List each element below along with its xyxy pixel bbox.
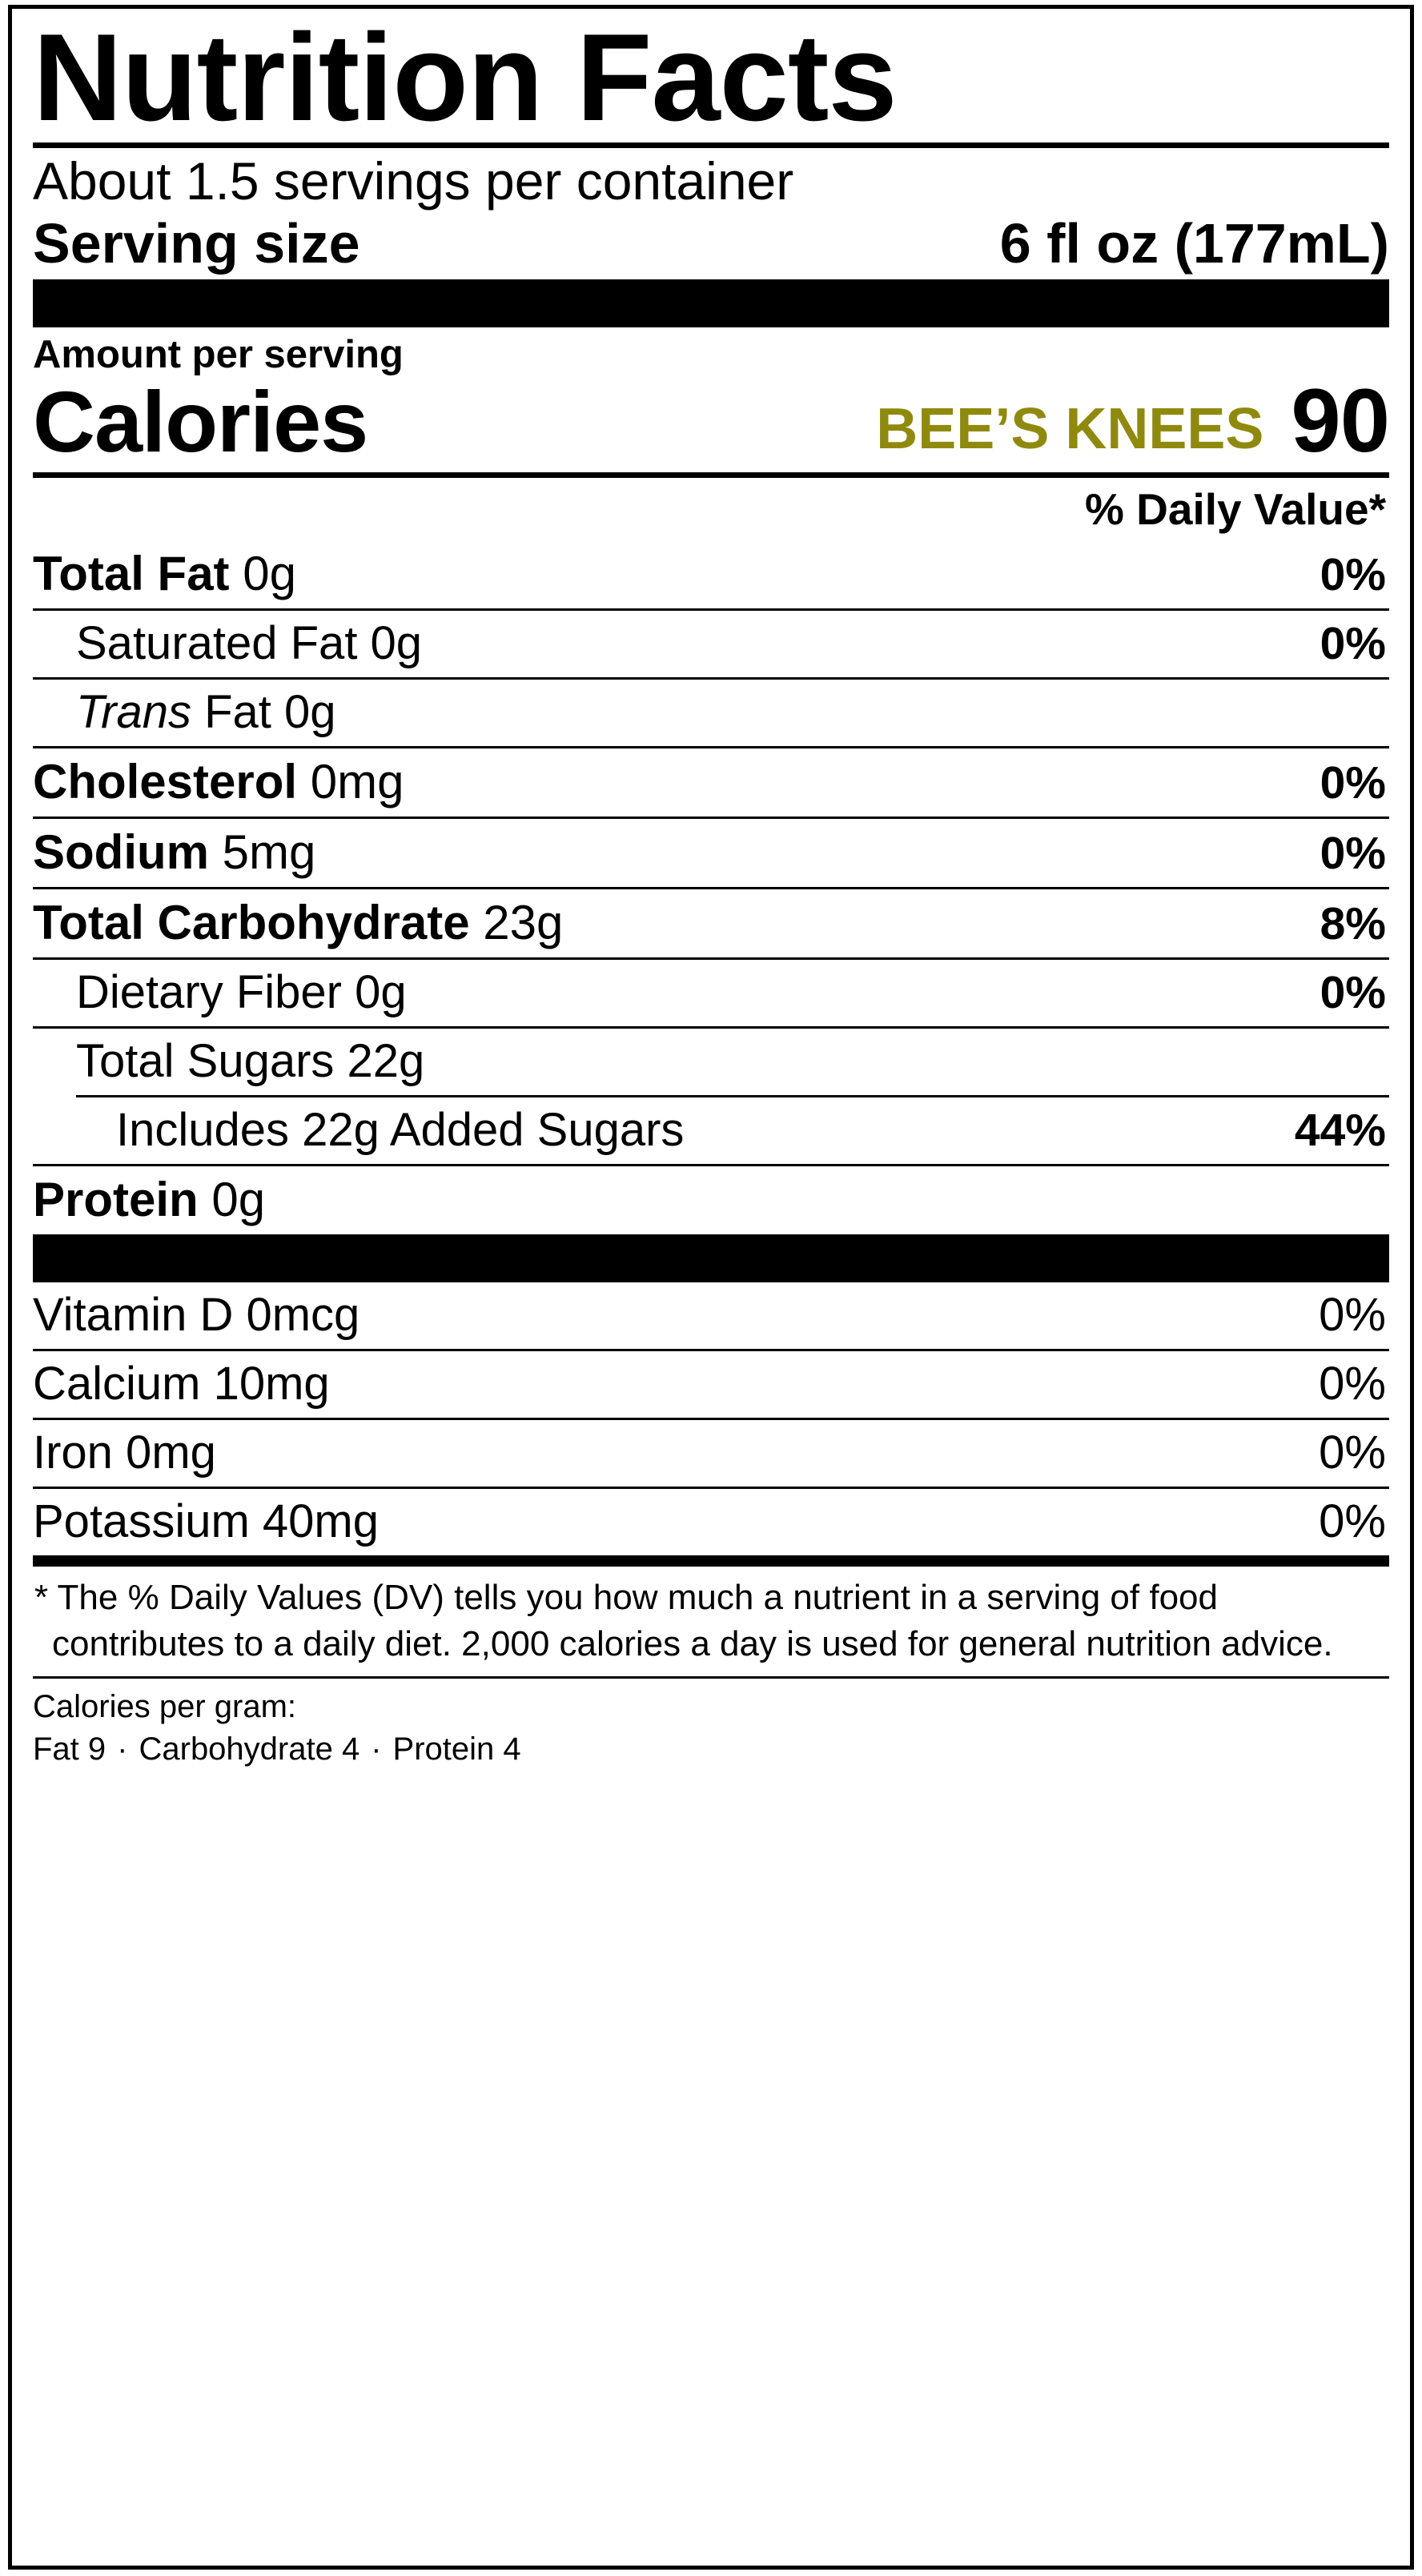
nutrient-row: Dietary Fiber 0g 0% [33,960,1389,1026]
nutrient-name: Trans Fat 0g [76,686,336,739]
vitamin-name: Calcium 10mg [33,1358,330,1410]
divider-row [33,1418,1389,1421]
vitamin-daily-value: 0% [1319,1358,1386,1410]
divider-thick-above-footnote [33,1555,1389,1567]
calories-per-gram-item: Fat 9 [33,1731,106,1767]
nutrient-name: Cholesterol 0mg [33,755,404,809]
nutrient-row: Protein 0g [33,1166,1389,1234]
vitamin-daily-value: 0% [1319,1289,1386,1342]
nutrient-row: Trans Fat 0g [33,680,1389,746]
divider-thick-above-vitamins [33,1234,1389,1283]
divider-row [33,1487,1389,1490]
calories-per-gram-items: Fat 9 · Carbohydrate 4 · Protein 4 [33,1728,1389,1771]
nutrient-row: Total Sugars 22g [33,1029,1389,1095]
serving-size-value: 6 fl oz (177mL) [999,212,1389,275]
brand-name: BEE’S KNEES [876,396,1264,461]
divider-row [33,1026,1389,1029]
servings-per-container: About 1.5 servings per container [33,150,794,211]
daily-value-header: % Daily Value* [1084,484,1386,534]
divider-row [33,887,1389,890]
vitamin-row: Calcium 10mg 0% [33,1351,1389,1418]
page-title: Nutrition Facts [33,8,898,146]
nutrient-list: Total Fat 0g 0% Saturated Fat 0g 0% Trans Fa… [33,540,1389,1234]
calories-per-gram-block: Calories per gram: Fat 9 · Carbohydrate 4 ·… [33,1679,1389,1780]
vitamin-list: Vitamin D 0mcg 0% Calcium 10mg 0% Iron 0mg 0%… [33,1282,1389,1555]
nutrient-name: Protein 0g [33,1173,266,1227]
nutrient-daily-value: 0% [1320,549,1386,601]
amount-per-serving-label: Amount per serving [33,333,404,377]
nutrient-row: Saturated Fat 0g 0% [33,611,1389,677]
calories-row: Calories BEE’S KNEES 90 [33,370,1390,472]
nutrient-daily-value: 0% [1320,618,1386,670]
divider-row [33,957,1389,961]
divider-indented-wrap [33,1095,1389,1098]
nutrient-row: Total Fat 0g 0% [33,540,1389,608]
calories-label: Calories [33,372,368,470]
vitamin-row: Iron 0mg 0% [33,1420,1389,1487]
vitamin-name: Iron 0mg [33,1426,216,1479]
nutrient-name: Total Fat 0g [33,547,296,601]
divider-row [76,1095,1389,1098]
nutrient-name: Total Sugars 22g [76,1035,425,1088]
divider-row [33,746,1389,749]
calories-per-gram-item: Protein 4 [392,1731,521,1767]
daily-value-footnote: * The % Daily Values (DV) tells you how … [34,1578,1333,1663]
nutrient-row: Cholesterol 0mg 0% [33,748,1389,817]
nutrient-name: Dietary Fiber 0g [76,966,407,1019]
vitamin-name: Vitamin D 0mcg [33,1289,360,1342]
calories-per-gram-title: Calories per gram: [33,1688,297,1724]
calories-per-gram-separator: · [371,1731,382,1767]
nutrient-name: Total Carbohydrate 23g [33,896,564,950]
divider-above-calories-per-gram [33,1675,1389,1679]
calories-per-gram-separator: · [117,1731,128,1767]
nutrient-row: Includes 22g Added Sugars 44% [33,1097,1389,1164]
nutrient-name: Includes 22g Added Sugars [116,1104,685,1157]
nutrient-daily-value: 0% [1320,967,1386,1019]
nutrient-name: Saturated Fat 0g [76,617,423,670]
nutrient-daily-value: 0% [1320,828,1386,880]
nutrition-facts-label: Nutrition Facts About 1.5 servings per c… [8,5,1414,2570]
divider-thick-above-calories [33,279,1389,328]
serving-size-row: Serving size 6 fl oz (177mL) [33,211,1389,279]
vitamin-daily-value: 0% [1319,1426,1386,1479]
divider-row [33,1349,1389,1352]
divider-under-calories [33,471,1389,478]
nutrient-daily-value: 8% [1320,898,1386,950]
nutrient-row: Sodium 5mg 0% [33,819,1389,887]
divider-row [33,817,1389,820]
nutrient-daily-value: 44% [1294,1105,1386,1157]
nutrient-daily-value: 0% [1320,757,1386,809]
vitamin-name: Potassium 40mg [33,1495,379,1548]
divider-row [33,608,1389,612]
divider-row [33,677,1389,680]
divider-row [33,1164,1389,1167]
vitamin-daily-value: 0% [1319,1495,1386,1548]
vitamin-row: Potassium 40mg 0% [33,1489,1389,1555]
nutrient-row: Total Carbohydrate 23g 8% [33,889,1389,957]
nutrient-name: Sodium 5mg [33,825,316,880]
vitamin-row: Vitamin D 0mcg 0% [33,1282,1389,1349]
calories-value: 90 [1291,370,1390,471]
serving-size-label: Serving size [33,212,360,275]
divider-under-title [33,142,1389,148]
calories-per-gram-item: Carbohydrate 4 [139,1731,360,1767]
